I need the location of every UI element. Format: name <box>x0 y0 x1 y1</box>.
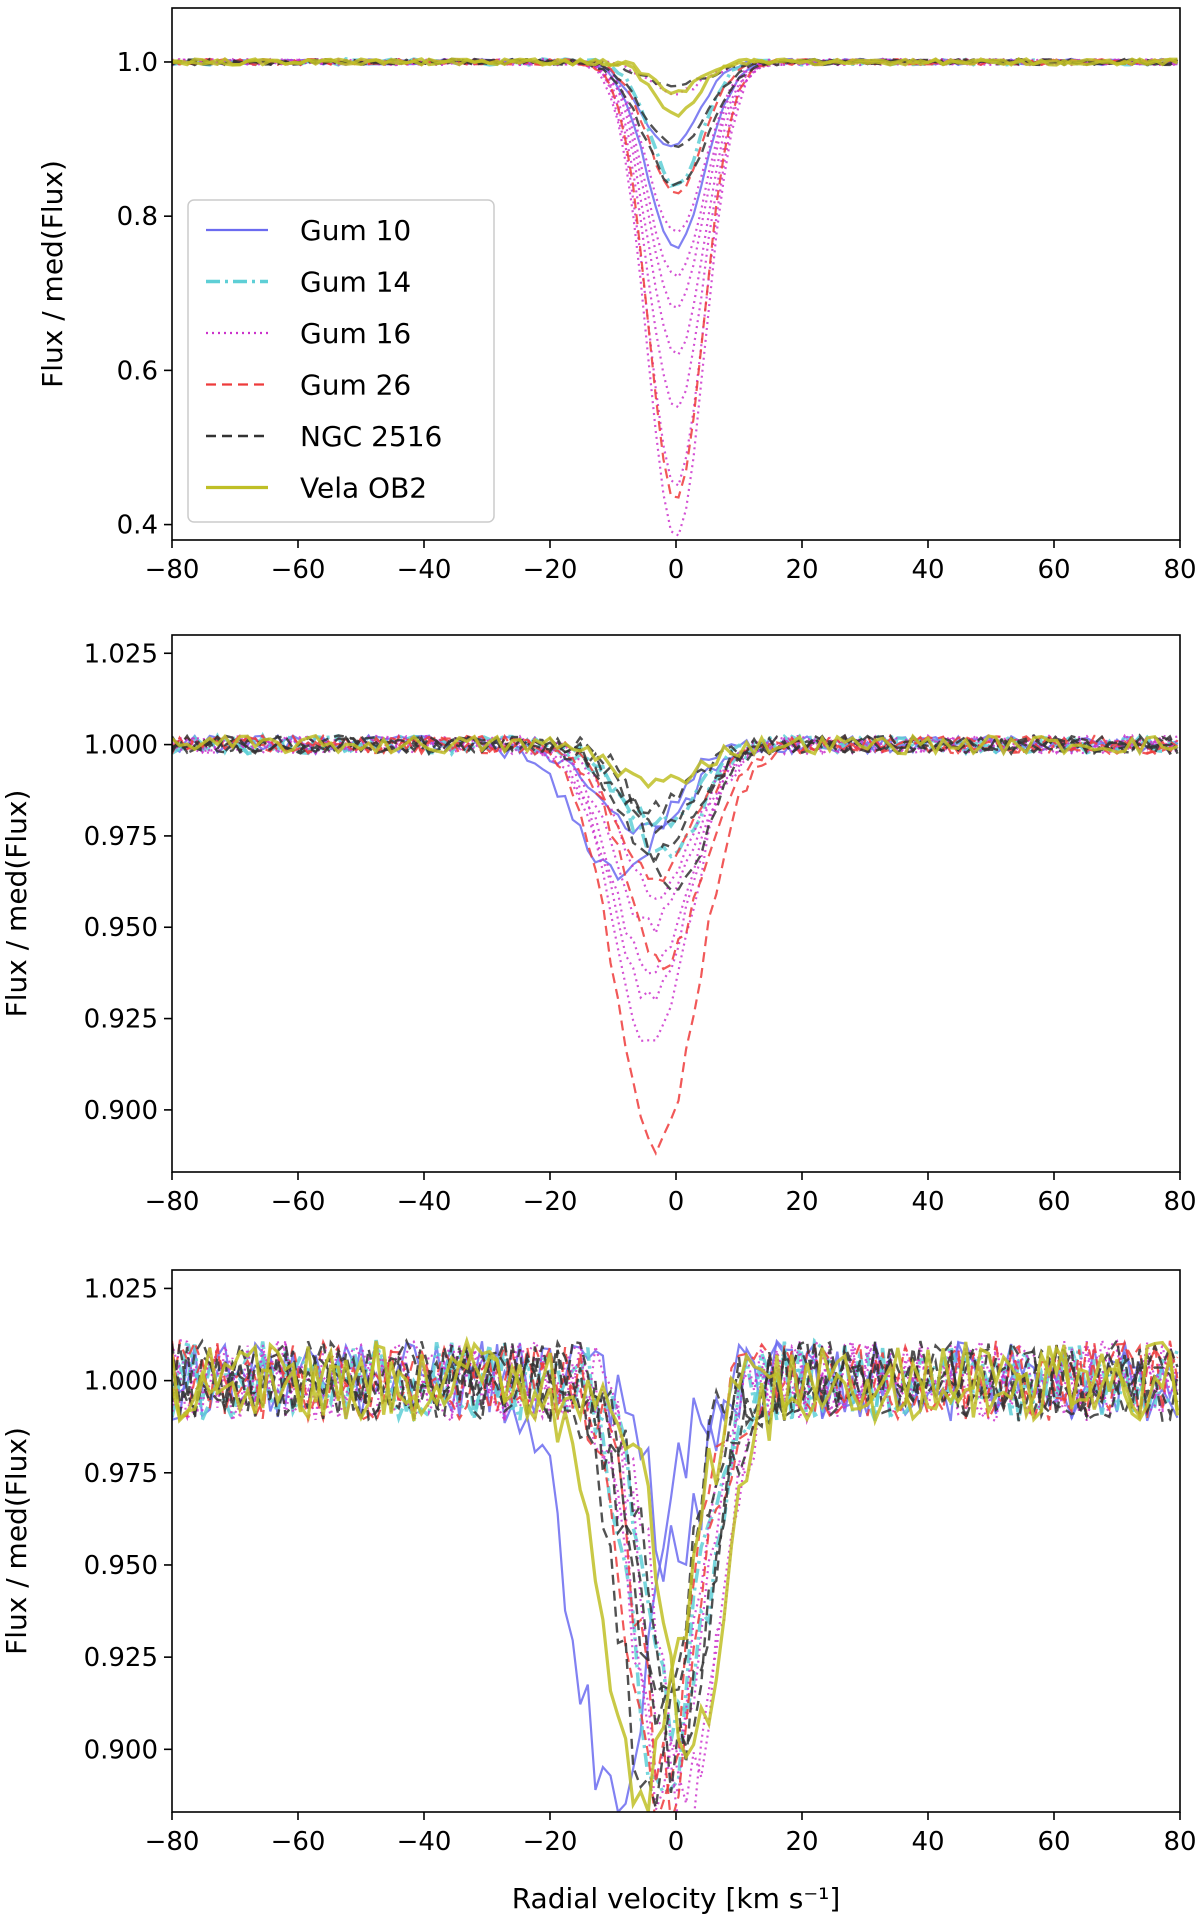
x-tick-label: −60 <box>271 1827 326 1857</box>
x-tick-label: −40 <box>397 1187 452 1217</box>
x-tick-label: 40 <box>911 555 944 585</box>
x-tick-label: −20 <box>523 555 578 585</box>
x-tick-label: 80 <box>1163 1827 1196 1857</box>
y-tick-label: 0.975 <box>84 822 158 852</box>
legend-label: NGC 2516 <box>300 420 442 453</box>
series-line-ngc-2516 <box>172 734 1178 835</box>
panel-1: −80 −60 −40 −20 0 20 40 60 80 0.4 0.6 0.8 1.0 Flux / … <box>36 7 1197 585</box>
y-tick-label: 0.925 <box>84 1643 158 1673</box>
y-tick-label: 0.6 <box>117 356 158 386</box>
series-line-ngc-2516 <box>172 1338 1179 1794</box>
series-lines <box>172 57 1179 538</box>
series-line-gum-16 <box>172 1338 1179 1804</box>
series-lines <box>172 731 1179 1156</box>
y-tick-label: 1.000 <box>84 1367 158 1397</box>
x-tick-label: −80 <box>145 1187 200 1217</box>
x-tick-label: 60 <box>1037 1827 1070 1857</box>
x-tick-label: 20 <box>785 1187 818 1217</box>
y-tick-label: 0.900 <box>84 1735 158 1765</box>
x-tick-label: 80 <box>1163 1187 1196 1217</box>
x-tick-label: 40 <box>911 1187 944 1217</box>
panel-3: −80 −60 −40 −20 0 20 40 60 80 0.900 0.925 0.950 0.97… <box>0 1269 1197 1915</box>
legend-label: Gum 10 <box>300 214 411 247</box>
x-tick-label: 20 <box>785 555 818 585</box>
series-line-vela-ob2 <box>172 57 1179 96</box>
series-line-ngc-2516 <box>172 734 1178 816</box>
y-tick-label: 1.000 <box>84 731 158 761</box>
y-tick-label: 1.025 <box>84 1274 158 1304</box>
y-tick-label: 0.8 <box>117 202 158 232</box>
x-tick-label: −80 <box>145 1827 200 1857</box>
y-tick-label: 0.4 <box>117 511 158 541</box>
x-tick-label: 40 <box>911 1827 944 1857</box>
legend-label: Gum 14 <box>300 266 411 299</box>
y-tick-label: 1.025 <box>84 639 158 669</box>
y-tick-label: 1.0 <box>117 48 158 78</box>
x-tick-label: −60 <box>271 1187 326 1217</box>
y-tick-label: 0.975 <box>84 1459 158 1489</box>
series-lines <box>172 1335 1180 1812</box>
series-line-vela-ob2 <box>172 733 1179 790</box>
y-axis-label: Flux / med(Flux) <box>0 1427 33 1655</box>
series-line-vela-ob2 <box>172 1335 1180 1761</box>
panel-2: −80 −60 −40 −20 0 20 40 60 80 0.900 0.925 0.950 0.97… <box>0 634 1197 1217</box>
x-tick-label: −60 <box>271 555 326 585</box>
x-tick-label: 60 <box>1037 555 1070 585</box>
x-tick-label: −20 <box>523 1827 578 1857</box>
x-tick-label: 0 <box>668 1187 685 1217</box>
y-axis-label: Flux / med(Flux) <box>36 160 69 388</box>
y-axis-label: Flux / med(Flux) <box>0 790 33 1018</box>
legend-label: Gum 16 <box>300 317 411 350</box>
series-line-ngc-2516 <box>172 1337 1179 1809</box>
y-tick-label: 0.925 <box>84 1005 158 1035</box>
x-tick-label: 80 <box>1163 555 1196 585</box>
x-tick-label: 60 <box>1037 1187 1070 1217</box>
x-tick-label: 20 <box>785 1827 818 1857</box>
series-line-ngc-2516 <box>172 733 1179 862</box>
x-tick-label: 0 <box>668 555 685 585</box>
series-line-gum-16 <box>172 57 1178 309</box>
y-tick-label: 0.900 <box>84 1096 158 1126</box>
x-axis-label: Radial velocity [km s⁻¹] <box>512 1882 841 1915</box>
y-tick-label: 0.950 <box>84 1551 158 1581</box>
x-tick-label: −80 <box>145 555 200 585</box>
x-tick-label: −40 <box>397 555 452 585</box>
series-line-ngc-2516 <box>172 57 1178 88</box>
legend-label: Gum 26 <box>300 369 411 402</box>
legend-label: Vela OB2 <box>300 472 427 505</box>
x-tick-label: −40 <box>397 1827 452 1857</box>
y-tick-label: 0.950 <box>84 913 158 943</box>
x-tick-label: −20 <box>523 1187 578 1217</box>
x-tick-label: 0 <box>668 1827 685 1857</box>
legend: Gum 10 Gum 14 Gum 16 Gum 26 NGC 2516 Vela OB2 <box>187 199 495 523</box>
series-line-vela-ob2 <box>172 1340 1180 1812</box>
